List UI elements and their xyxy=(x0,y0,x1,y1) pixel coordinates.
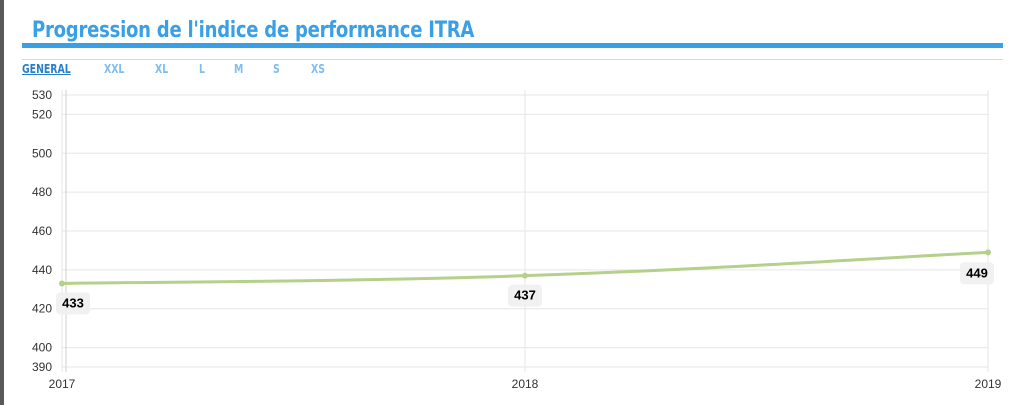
y-tick-label: 520 xyxy=(32,107,52,121)
y-tick-label: 420 xyxy=(32,302,52,316)
tab-xl[interactable]: XL xyxy=(155,62,169,76)
tab-xs[interactable]: XS xyxy=(311,62,325,76)
tab-l[interactable]: L xyxy=(199,62,205,76)
y-tick-label: 390 xyxy=(32,360,52,374)
y-tick-label: 530 xyxy=(32,88,52,102)
title-underline xyxy=(22,43,1003,48)
page-title: Progression de l'indice de performance I… xyxy=(32,18,475,43)
data-label: 433 xyxy=(62,295,84,310)
y-tick-label: 400 xyxy=(32,341,52,355)
category-tabs: GENERAL XXL XL L M S XS xyxy=(22,62,341,78)
window-edge xyxy=(0,0,4,405)
y-tick-label: 440 xyxy=(32,263,52,277)
tab-general[interactable]: GENERAL xyxy=(22,62,71,76)
y-tick-label: 460 xyxy=(32,224,52,238)
data-point xyxy=(59,280,65,287)
data-point xyxy=(985,249,991,256)
data-label-box xyxy=(508,284,542,307)
data-label-box xyxy=(56,292,90,315)
data-label: 437 xyxy=(514,288,536,303)
tabs-divider xyxy=(22,59,1003,60)
data-label-box xyxy=(960,262,994,285)
tab-xxl[interactable]: XXL xyxy=(104,62,125,76)
x-tick-label: 2018 xyxy=(512,377,539,391)
x-tick-label: 2017 xyxy=(49,377,76,391)
tab-s[interactable]: S xyxy=(273,62,280,76)
y-tick-label: 480 xyxy=(32,185,52,199)
data-point xyxy=(522,272,528,279)
tab-m[interactable]: M xyxy=(234,62,244,76)
data-label: 449 xyxy=(966,265,988,280)
x-tick-label: 2019 xyxy=(975,377,1002,391)
y-tick-label: 500 xyxy=(32,146,52,160)
